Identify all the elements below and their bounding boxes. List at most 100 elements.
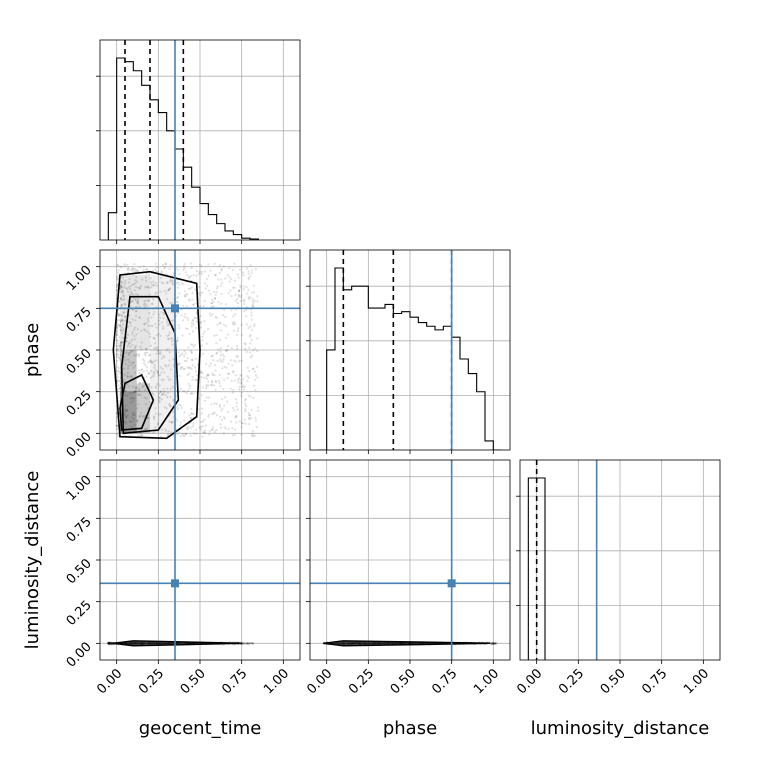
sample-point bbox=[247, 411, 250, 415]
sample-point bbox=[135, 385, 138, 389]
sample-point bbox=[116, 330, 119, 334]
sample-point bbox=[234, 415, 237, 418]
sample-point bbox=[115, 348, 118, 351]
sample-point bbox=[139, 381, 142, 385]
sample-point bbox=[126, 268, 129, 272]
sample-point bbox=[242, 642, 245, 645]
sample-point bbox=[203, 431, 206, 434]
sample-point bbox=[107, 643, 111, 646]
sample-point bbox=[116, 276, 119, 279]
sample-point bbox=[108, 642, 111, 645]
sample-point bbox=[133, 364, 137, 368]
sample-point bbox=[116, 263, 119, 266]
sample-point bbox=[215, 291, 218, 294]
sample-point bbox=[186, 374, 189, 377]
sample-point bbox=[153, 347, 156, 350]
x-axis-label-luminosity_distance: luminosity_distance bbox=[531, 718, 710, 739]
sample-point bbox=[169, 263, 172, 266]
sample-point bbox=[187, 366, 191, 370]
sample-point bbox=[147, 312, 151, 315]
sample-point bbox=[492, 642, 496, 645]
sample-point bbox=[109, 642, 113, 645]
sample-point bbox=[243, 300, 246, 303]
sample-point bbox=[133, 354, 136, 357]
sample-point bbox=[168, 402, 171, 406]
sample-point bbox=[177, 363, 180, 366]
sample-point bbox=[200, 407, 204, 410]
sample-point bbox=[240, 433, 243, 436]
sample-point bbox=[171, 343, 174, 346]
sample-point bbox=[226, 376, 229, 380]
sample-point bbox=[132, 400, 135, 403]
sample-point bbox=[214, 273, 217, 277]
sample-point bbox=[250, 318, 253, 321]
sample-point bbox=[161, 327, 165, 330]
sample-point bbox=[180, 406, 183, 410]
sample-point bbox=[110, 642, 113, 645]
sample-point bbox=[120, 305, 123, 308]
sample-point bbox=[205, 385, 208, 388]
sample-point bbox=[146, 360, 149, 364]
sample-point bbox=[116, 288, 119, 291]
sample-point bbox=[121, 341, 125, 344]
sample-point bbox=[158, 392, 161, 395]
sample-point bbox=[244, 408, 247, 411]
sample-point bbox=[245, 286, 248, 289]
sample-point bbox=[156, 348, 159, 351]
sample-point bbox=[107, 642, 110, 645]
sample-point bbox=[156, 371, 160, 374]
sample-point bbox=[248, 346, 251, 350]
sample-point bbox=[154, 342, 157, 345]
sample-point bbox=[152, 360, 156, 363]
sample-point bbox=[219, 284, 223, 287]
sample-point bbox=[148, 335, 151, 338]
sample-point bbox=[205, 375, 208, 378]
sample-point bbox=[168, 288, 171, 291]
sample-point bbox=[222, 387, 225, 391]
sample-point bbox=[191, 358, 194, 362]
sample-point bbox=[123, 297, 126, 301]
sample-point bbox=[159, 276, 163, 279]
sample-point bbox=[252, 305, 255, 308]
sample-point bbox=[149, 353, 152, 356]
sample-point bbox=[143, 322, 146, 325]
sample-point bbox=[238, 385, 241, 388]
sample-point bbox=[213, 296, 217, 300]
sample-point bbox=[138, 316, 141, 320]
sample-point bbox=[494, 642, 497, 645]
sample-point bbox=[191, 425, 195, 428]
sample-point bbox=[201, 335, 204, 338]
sample-point bbox=[186, 327, 189, 330]
sample-point bbox=[239, 299, 243, 303]
sample-point bbox=[154, 369, 157, 372]
sample-point bbox=[140, 329, 143, 332]
sample-point bbox=[134, 298, 137, 302]
sample-point bbox=[166, 433, 170, 436]
sample-point bbox=[132, 366, 135, 369]
sample-point bbox=[213, 297, 216, 300]
sample-point bbox=[115, 349, 118, 352]
sample-point bbox=[165, 292, 168, 295]
sample-point bbox=[111, 641, 114, 644]
sample-point bbox=[179, 367, 182, 371]
sample-point bbox=[211, 372, 214, 375]
sample-point bbox=[493, 642, 496, 645]
sample-point bbox=[129, 324, 133, 327]
sample-point bbox=[110, 641, 113, 644]
sample-point bbox=[153, 372, 156, 375]
sample-point bbox=[223, 365, 226, 368]
sample-point bbox=[131, 308, 134, 311]
sample-point bbox=[187, 346, 190, 349]
sample-point bbox=[219, 338, 222, 341]
sample-point bbox=[137, 269, 140, 272]
sample-point bbox=[192, 422, 195, 425]
y-axis-label-luminosity_distance: luminosity_distance bbox=[22, 471, 43, 650]
sample-point bbox=[118, 300, 121, 303]
sample-point bbox=[143, 305, 146, 308]
sample-point bbox=[131, 331, 134, 334]
sample-point bbox=[107, 641, 111, 645]
sample-point bbox=[131, 266, 134, 270]
sample-point bbox=[121, 329, 124, 332]
sample-point bbox=[179, 421, 183, 424]
sample-point bbox=[205, 396, 208, 399]
